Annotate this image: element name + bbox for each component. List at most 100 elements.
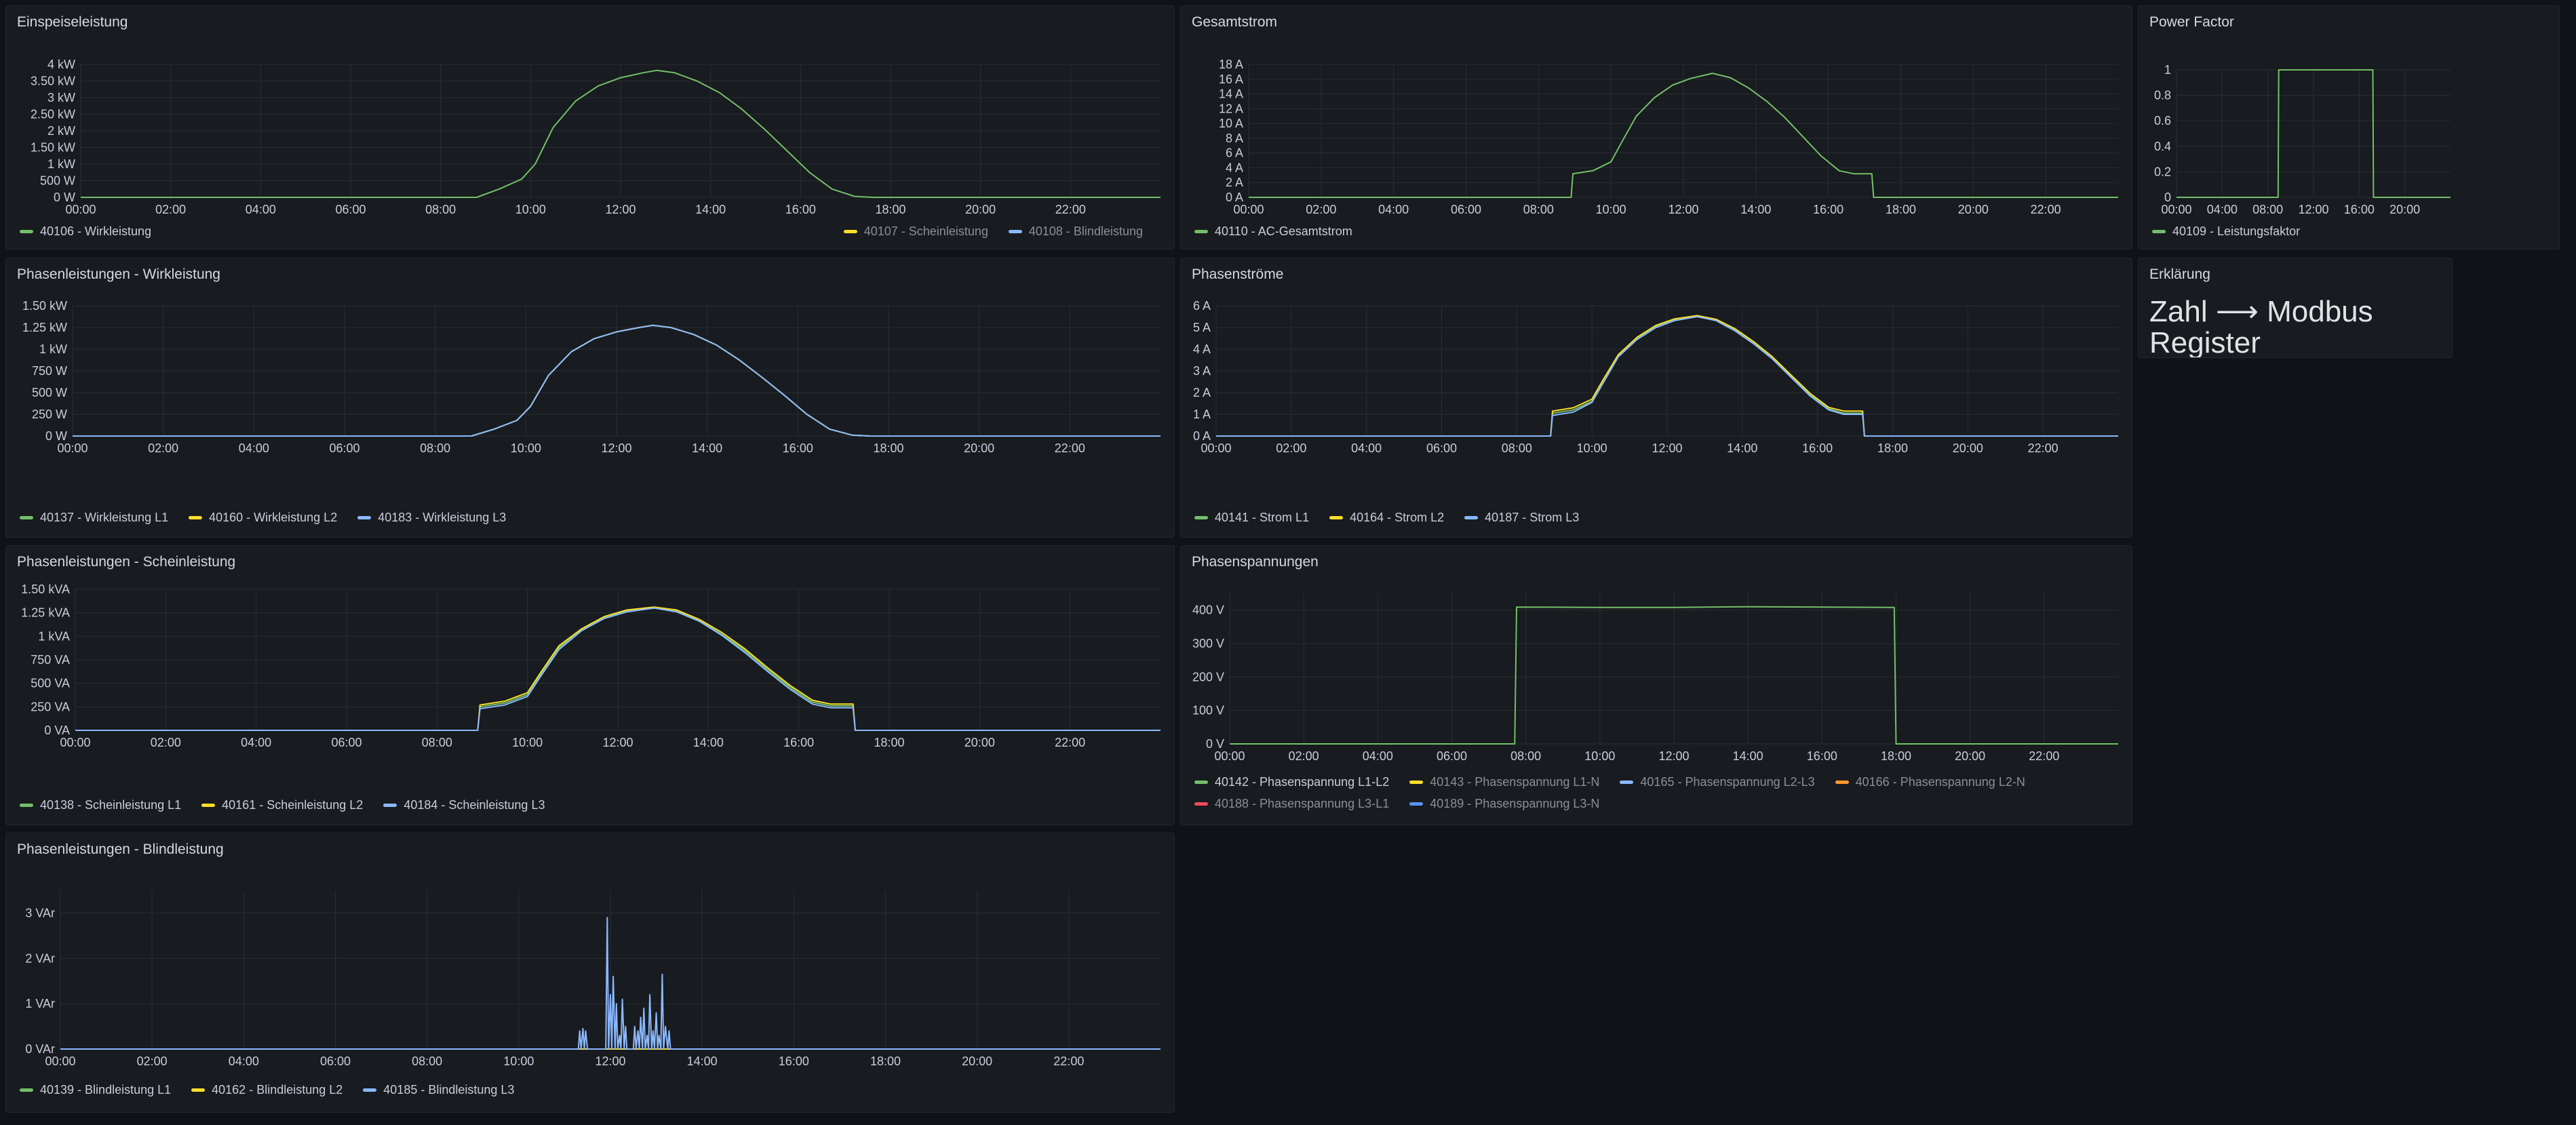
legend-item-40107-scheinleistung[interactable]: 40107 - Scheinleistung: [843, 220, 988, 242]
x-tick-label: 02:00: [1289, 749, 1319, 763]
legend-item-40166-phasenspannung-l2-n[interactable]: 40166 - Phasenspannung L2-N: [1835, 771, 2025, 793]
legend-swatch: [1194, 780, 1208, 784]
chart-phasenleistungen-blindleistung: 0 VAr 1 VAr 2 VAr 3 VAr 00:00 02:00 04:00 06:00…: [25, 890, 1160, 1068]
y-tick-label: 1.50 kVA: [21, 583, 70, 596]
x-tick-label: 06:00: [335, 203, 366, 216]
legend-item-40187-strom-l3[interactable]: 40187 - Strom L3: [1464, 507, 1579, 528]
panel-title: Phasenspannungen: [1192, 554, 1319, 570]
series-line-40109-leistungsfaktor: [2177, 69, 2451, 198]
y-tick-label: 1: [2164, 63, 2171, 77]
x-tick-label: 16:00: [785, 203, 816, 216]
x-tick-label: 00:00: [57, 441, 87, 455]
x-tick-label: 10:00: [515, 203, 546, 216]
y-tick-label: 16 A: [1219, 73, 1243, 86]
y-tick-label: 0.4: [2154, 140, 2171, 153]
y-tick-label: 10 A: [1219, 117, 1243, 130]
legend-item-40137-wirkleistung-l1[interactable]: 40137 - Wirkleistung L1: [20, 507, 168, 528]
legend-item-40161-scheinleistung-l2[interactable]: 40161 - Scheinleistung L2: [201, 794, 363, 816]
y-tick-label: 0 W: [45, 429, 67, 443]
x-tick-label: 14:00: [695, 203, 726, 216]
panel-title: Power Factor: [2149, 14, 2234, 30]
legend-swatch: [1329, 515, 1344, 519]
legend-item-40138-scheinleistung-l1[interactable]: 40138 - Scheinleistung L1: [20, 794, 181, 816]
x-tick-label: 02:00: [148, 441, 178, 455]
grid: [2176, 69, 2451, 198]
x-tick-label: 12:00: [595, 1054, 625, 1068]
legend-swatch: [20, 515, 33, 519]
y-tick-label: 4 kW: [47, 58, 75, 71]
legend-item-40165-phasenspannung-l2-l3[interactable]: 40165 - Phasenspannung L2-L3: [1620, 771, 1815, 793]
legend-item-40109-leistungsfaktor[interactable]: 40109 - Leistungsfaktor: [2152, 220, 2300, 242]
x-tick-label: 22:00: [2029, 749, 2059, 763]
x-tick-label: 16:00: [779, 1054, 809, 1068]
x-tick-label: 20:00: [1955, 749, 1985, 763]
legend-swatch: [1409, 780, 1424, 784]
panel-title: Einspeiseleistung: [17, 14, 128, 30]
legend-label: 40165 - Phasenspannung L2-L3: [1640, 775, 1815, 789]
x-tick-label: 14:00: [693, 736, 724, 749]
chart-phasenleistungen-scheinleistung: 0 VA 250 VA 500 VA 750 VA 1 kVA 1.25 kVA 1.50 …: [21, 583, 1160, 749]
x-tick-label: 02:00: [1276, 441, 1306, 455]
panel-phasenleistungen-scheinleistung: Phasenleistungen - Scheinleistung 0 VA 25…: [5, 545, 1175, 825]
axis-labels: 0 W 500 W 1 kW 1.50 kW 2 kW 2.50 kW 3 kW 3.50 k…: [31, 58, 1086, 216]
x-tick-label: 16:00: [783, 736, 814, 749]
panel-power-factor: Power Factor 0 0.2 0.4 0.6 0.8 1 00:00 04:00 08:…: [2138, 5, 2560, 250]
legend-item-40183-wirkleistung-l3[interactable]: 40183 - Wirkleistung L3: [357, 507, 506, 528]
grid: [1248, 64, 2118, 198]
x-tick-label: 12:00: [1652, 441, 1682, 455]
legend-left: 40141 - Strom L1 40164 - Strom L2 40187 - …: [1194, 507, 1599, 528]
x-tick-label: 00:00: [60, 736, 90, 749]
y-tick-label: 1.50 kW: [31, 141, 75, 155]
legend-item-40106-wirkleistung[interactable]: 40106 - Wirkleistung: [20, 220, 151, 242]
y-tick-label: 2 VAr: [25, 951, 55, 965]
legend-item-40110-ac-gesamtstrom[interactable]: 40110 - AC-Gesamtstrom: [1194, 220, 1352, 242]
x-tick-label: 16:00: [783, 441, 813, 455]
legend-item-40188-phasenspannung-l3-l1[interactable]: 40188 - Phasenspannung L3-L1: [1194, 793, 1389, 814]
legend-item-40185-blindleistung-l3[interactable]: 40185 - Blindleistung L3: [363, 1079, 514, 1101]
legend-item-40184-scheinleistung-l3[interactable]: 40184 - Scheinleistung L3: [383, 794, 545, 816]
y-tick-label: 1 VAr: [25, 997, 55, 1010]
legend-swatch: [20, 803, 33, 807]
legend-item-40108-blindleistung[interactable]: 40108 - Blindleistung: [1008, 220, 1143, 242]
y-tick-label: 0 VA: [44, 724, 70, 737]
legend-item-40160-wirkleistung-l2[interactable]: 40160 - Wirkleistung L2: [189, 507, 337, 528]
legend-item-40143-phasenspannung-l1-n[interactable]: 40143 - Phasenspannung L1-N: [1409, 771, 1599, 793]
x-tick-label: 08:00: [425, 203, 456, 216]
x-tick-label: 22:00: [1053, 1054, 1084, 1068]
y-tick-label: 400 V: [1192, 604, 1224, 617]
x-tick-label: 10:00: [1584, 749, 1615, 763]
legend-label: 40160 - Wirkleistung L2: [209, 511, 338, 524]
x-tick-label: 02:00: [1306, 203, 1336, 216]
legend-item-40139-blindleistung-l1[interactable]: 40139 - Blindleistung L1: [20, 1079, 171, 1101]
y-tick-label: 250 VA: [31, 700, 70, 713]
y-tick-label: 750 VA: [31, 653, 70, 667]
x-tick-label: 14:00: [692, 441, 722, 455]
x-tick-label: 00:00: [1201, 441, 1231, 455]
x-tick-label: 06:00: [1437, 749, 1467, 763]
legend-item-40162-blindleistung-l2[interactable]: 40162 - Blindleistung L2: [191, 1079, 343, 1101]
legend-item-40141-strom-l1[interactable]: 40141 - Strom L1: [1194, 507, 1309, 528]
y-tick-label: 0 V: [1206, 737, 1224, 751]
y-tick-label: 0.2: [2154, 165, 2171, 178]
x-tick-label: 08:00: [422, 736, 452, 749]
legend-left: 40138 - Scheinleistung L1 40161 - Scheinl…: [20, 794, 565, 816]
x-tick-label: 12:00: [2298, 203, 2328, 216]
x-tick-label: 10:00: [503, 1054, 534, 1068]
x-tick-label: 14:00: [687, 1054, 718, 1068]
legend-label: 40109 - Leistungsfaktor: [2172, 224, 2301, 238]
x-tick-label: 06:00: [329, 441, 359, 455]
x-tick-label: 18:00: [1881, 749, 1911, 763]
x-tick-label: 10:00: [1596, 203, 1626, 216]
legend-item-40164-strom-l2[interactable]: 40164 - Strom L2: [1329, 507, 1444, 528]
x-tick-label: 22:00: [1055, 736, 1085, 749]
legend-label: 40184 - Scheinleistung L3: [404, 798, 545, 812]
chart-power-factor: 0 0.2 0.4 0.6 0.8 1 00:00 04:00 08:00 12:00 16:00 2…: [2154, 63, 2451, 216]
x-tick-label: 12:00: [1668, 203, 1698, 216]
panel-phasenleistungen-wirkleistung: Phasenleistungen - Wirkleistung 0 W 250 W…: [5, 258, 1175, 538]
panel-title: Erklärung: [2149, 267, 2210, 282]
y-tick-label: 300 V: [1192, 637, 1224, 650]
legend-item-40142-phasenspannung-l1-l2[interactable]: 40142 - Phasenspannung L1-L2: [1194, 771, 1389, 793]
series-line-40187-strom-l3: [1216, 316, 2118, 437]
x-tick-label: 14:00: [1733, 749, 1763, 763]
legend-item-40189-phasenspannung-l3-n[interactable]: 40189 - Phasenspannung L3-N: [1409, 793, 1599, 814]
